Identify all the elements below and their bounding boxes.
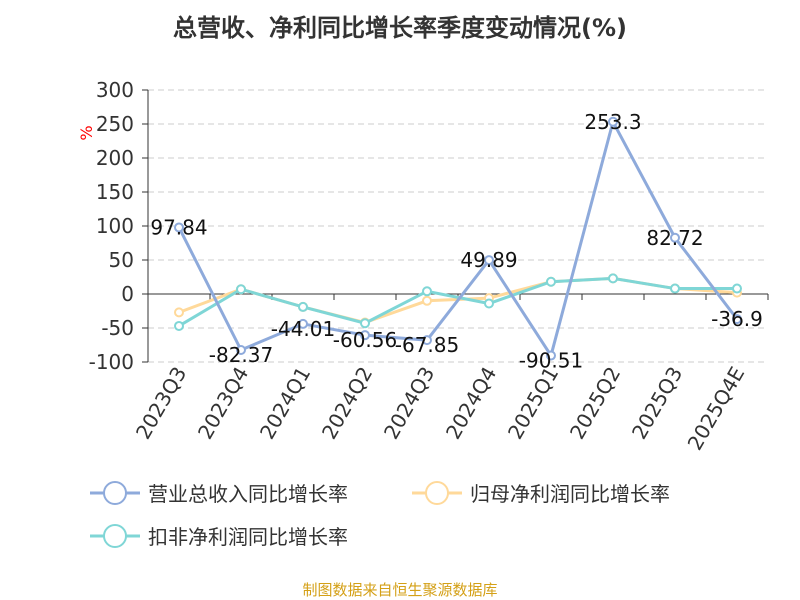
x-tick-label: 2025Q3 [627,363,687,444]
legend-item-deducted-profit[interactable]: 扣非净利润同比增长率 [90,521,348,550]
data-point [236,345,246,356]
data-label: -82.37 [209,343,273,367]
data-point [484,298,494,309]
data-label: -67.85 [395,333,459,357]
data-label: 49.89 [460,248,517,272]
data-point [546,350,556,361]
x-tick-label: 2024Q1 [255,363,315,444]
data-point [546,276,556,287]
data-point [732,314,742,325]
data-point [422,335,432,346]
legend-label: 扣非净利润同比增长率 [148,525,348,549]
x-tick-label: 2025Q2 [565,363,625,444]
y-tick-label: -100 [89,350,134,374]
x-tick-label: 2023Q3 [131,363,191,444]
source-note: 制图数据来自恒生聚源数据库 [302,581,498,599]
legend-marker-icon [412,480,462,505]
data-point [422,286,432,297]
data-point [484,255,494,266]
x-tick-label: 2024Q3 [379,363,439,444]
legend-item-net-profit[interactable]: 归母净利润同比增长率 [412,478,670,507]
x-tick-label: 2023Q4 [193,363,253,444]
data-point [670,283,680,294]
data-point [422,295,432,306]
data-point [298,301,308,312]
data-point [174,222,184,233]
data-point [236,284,246,295]
y-tick-label: 100 [96,214,134,238]
y-tick-label: 50 [109,248,134,272]
data-label: 82.72 [646,226,703,250]
x-tick-label: 2024Q4 [441,363,501,444]
y-tick-label: 200 [96,146,134,170]
series-line [178,276,737,328]
legend-item-revenue[interactable]: 营业总收入同比增长率 [90,478,348,507]
y-tick-label: -50 [101,316,134,340]
y-tick-label: 150 [96,180,134,204]
data-point [608,116,618,127]
legend-marker-icon [90,523,140,548]
y-axis-label: % [77,125,96,140]
x-tick-label: 2024Q2 [317,363,377,444]
legend-marker-icon [90,480,140,505]
series-line [177,117,739,360]
data-point [360,330,370,341]
data-point [360,318,370,329]
data-point [174,307,184,318]
data-label: 253.3 [584,110,641,134]
data-point [732,283,742,294]
legend-label: 归母净利润同比增长率 [470,482,670,506]
x-tick-label: 2025Q1 [503,363,563,444]
data-point [298,318,308,329]
data-label: -44.01 [271,317,335,341]
data-point [174,320,184,331]
data-label: -60.56 [333,328,397,352]
y-tick-label: 250 [96,112,134,136]
chart-title: 总营收、净利同比增长率季度变动情况(%) [173,14,627,42]
y-tick-label: 300 [96,78,134,102]
data-label: 97.84 [150,215,207,239]
x-tick-label: 2025Q4E [683,363,750,455]
data-point [608,273,618,284]
y-tick-label: 0 [121,282,134,306]
data-label: -90.51 [519,349,583,373]
data-point [670,232,680,243]
data-label: -36.9 [711,307,763,331]
legend-label: 营业总收入同比增长率 [148,482,348,506]
